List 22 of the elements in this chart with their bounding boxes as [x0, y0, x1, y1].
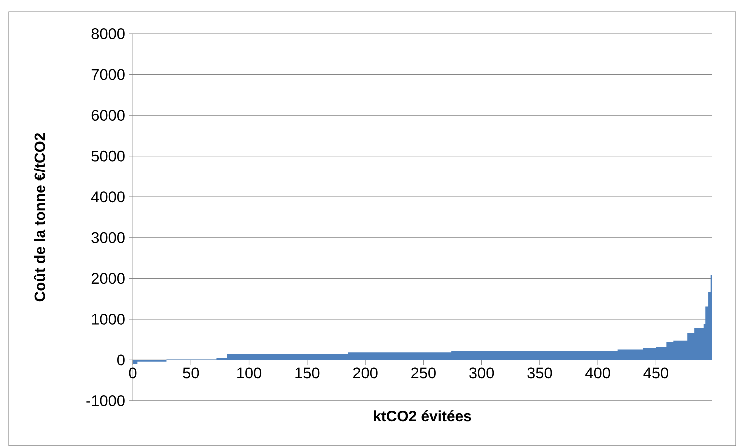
x-tick-label: 300: [470, 368, 494, 379]
y-tick-label: -1000: [86, 396, 125, 406]
x-tick-label: 200: [353, 368, 378, 379]
x-tick-label: 100: [238, 368, 262, 379]
y-tick-label: 1000: [92, 314, 125, 325]
x-tick-label: 350: [528, 368, 552, 379]
y-axis-title: Coût de la tonne €/tCO2: [34, 133, 46, 302]
x-tick-label: 150: [296, 368, 320, 379]
x-tick-label: 450: [644, 368, 668, 379]
y-tick-label: 0: [118, 354, 125, 366]
y-tick-label: 6000: [92, 110, 125, 122]
x-tick-label: 250: [412, 368, 436, 379]
y-tick-label: 2000: [92, 273, 125, 284]
y-tick-label: 4000: [91, 192, 125, 203]
y-tick-label: 5000: [92, 150, 125, 162]
x-tick-label: 50: [183, 368, 200, 379]
x-axis-title: ktCO2 évitées: [374, 410, 472, 422]
x-tick-label: 0: [129, 368, 137, 379]
y-tick-label: 7000: [92, 69, 125, 80]
y-tick-label: 8000: [92, 28, 125, 40]
x-tick-label: 400: [586, 368, 610, 379]
y-tick-label: 3000: [92, 232, 125, 244]
